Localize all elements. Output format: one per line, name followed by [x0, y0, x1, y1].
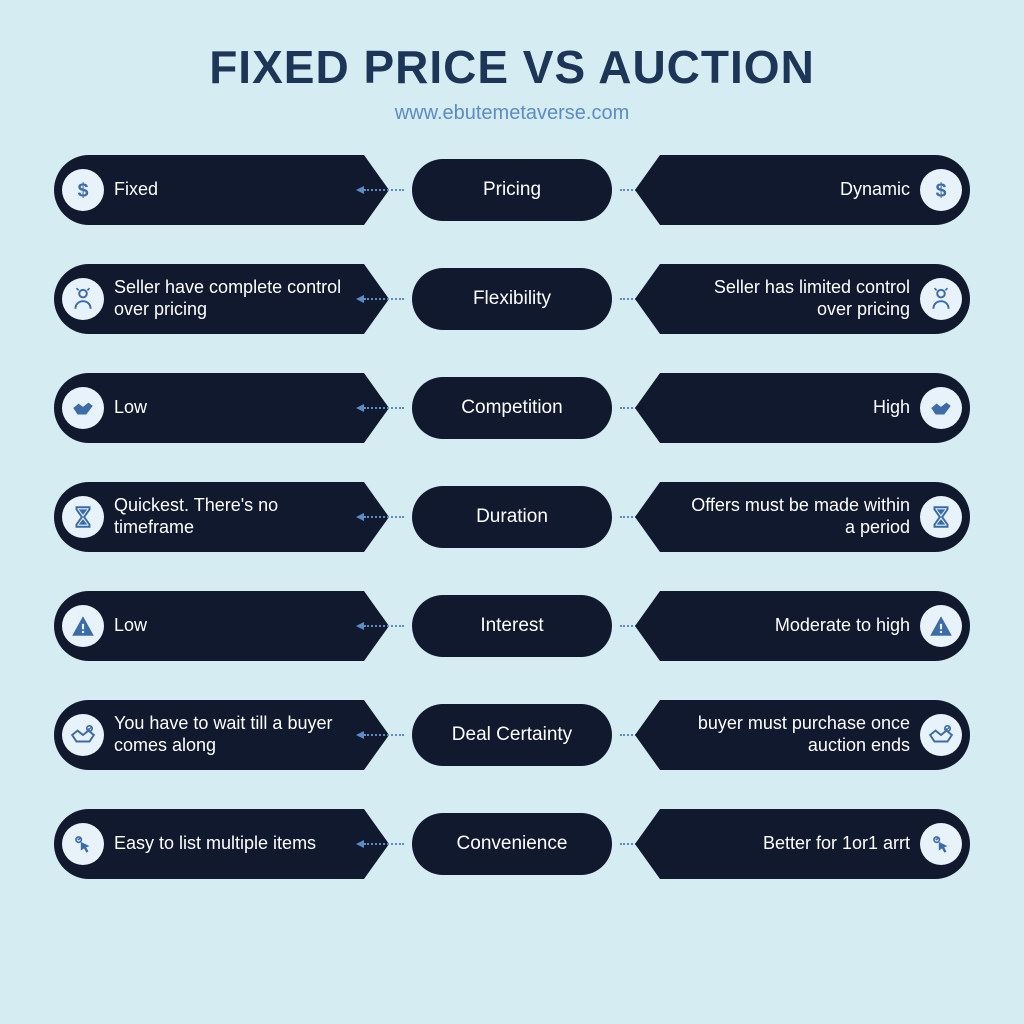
page-title: FIXED PRICE VS AUCTION: [30, 40, 994, 94]
left-box: Seller have complete control over pricin…: [54, 264, 364, 334]
left-box: You have to wait till a buyer comes alon…: [54, 700, 364, 770]
left-text: Seller have complete control over pricin…: [114, 277, 344, 320]
center-pill: Competition: [412, 377, 612, 439]
click-icon: [920, 823, 962, 865]
right-text: Offers must be made within a period: [680, 495, 910, 538]
center-label: Pricing: [483, 179, 541, 201]
right-box: Seller has limited control over pricing: [660, 264, 970, 334]
hands-icon: [62, 387, 104, 429]
person-icon: [920, 278, 962, 320]
connector-left: [364, 298, 404, 300]
connector-left: [364, 625, 404, 627]
connector-left: [364, 516, 404, 518]
right-box: Better for 1or1 arrt: [660, 809, 970, 879]
right-box: buyer must purchase once auction ends: [660, 700, 970, 770]
right-box: Moderate to high: [660, 591, 970, 661]
left-text: Easy to list multiple items: [114, 833, 316, 855]
right-text: buyer must purchase once auction ends: [680, 713, 910, 756]
comparison-row: You have to wait till a buyer comes alon…: [30, 700, 994, 770]
dollar-icon: [920, 169, 962, 211]
connector-left: [364, 843, 404, 845]
handshake-icon: [62, 714, 104, 756]
center-pill: Convenience: [412, 813, 612, 875]
right-text: Moderate to high: [775, 615, 910, 637]
comparison-row: Low Competition High: [30, 373, 994, 443]
right-box: High: [660, 373, 970, 443]
left-text: Fixed: [114, 179, 158, 201]
left-text: Low: [114, 397, 147, 419]
left-text: You have to wait till a buyer comes alon…: [114, 713, 344, 756]
center-pill: Flexibility: [412, 268, 612, 330]
center-pill: Duration: [412, 486, 612, 548]
connector-left: [364, 734, 404, 736]
hourglass-icon: [62, 496, 104, 538]
left-text: Quickest. There's no timeframe: [114, 495, 344, 538]
center-label: Duration: [476, 506, 548, 528]
comparison-row: Quickest. There's no timeframe Duration …: [30, 482, 994, 552]
connector-left: [364, 189, 404, 191]
right-text: Dynamic: [840, 179, 910, 201]
center-label: Convenience: [457, 833, 568, 855]
comparison-rows: Fixed Pricing Dynamic Seller have comple…: [30, 155, 994, 879]
left-text: Low: [114, 615, 147, 637]
comparison-row: Fixed Pricing Dynamic: [30, 155, 994, 225]
right-text: Seller has limited control over pricing: [680, 277, 910, 320]
center-label: Competition: [461, 397, 562, 419]
comparison-row: Low Interest Moderate to high: [30, 591, 994, 661]
person-icon: [62, 278, 104, 320]
right-box: Offers must be made within a period: [660, 482, 970, 552]
center-pill: Deal Certainty: [412, 704, 612, 766]
center-label: Deal Certainty: [452, 724, 572, 746]
left-box: Fixed: [54, 155, 364, 225]
center-label: Interest: [480, 615, 543, 637]
right-text: High: [873, 397, 910, 419]
dollar-icon: [62, 169, 104, 211]
hourglass-icon: [920, 496, 962, 538]
right-text: Better for 1or1 arrt: [763, 833, 910, 855]
comparison-row: Seller have complete control over pricin…: [30, 264, 994, 334]
comparison-row: Easy to list multiple items Convenience …: [30, 809, 994, 879]
center-pill: Interest: [412, 595, 612, 657]
center-label: Flexibility: [473, 288, 551, 310]
subtitle-url: www.ebutemetaverse.com: [30, 102, 994, 125]
left-box: Easy to list multiple items: [54, 809, 364, 879]
alert-icon: [62, 605, 104, 647]
click-icon: [62, 823, 104, 865]
connector-left: [364, 407, 404, 409]
left-box: Low: [54, 373, 364, 443]
alert-icon: [920, 605, 962, 647]
hands-icon: [920, 387, 962, 429]
handshake-icon: [920, 714, 962, 756]
right-box: Dynamic: [660, 155, 970, 225]
left-box: Low: [54, 591, 364, 661]
left-box: Quickest. There's no timeframe: [54, 482, 364, 552]
center-pill: Pricing: [412, 159, 612, 221]
